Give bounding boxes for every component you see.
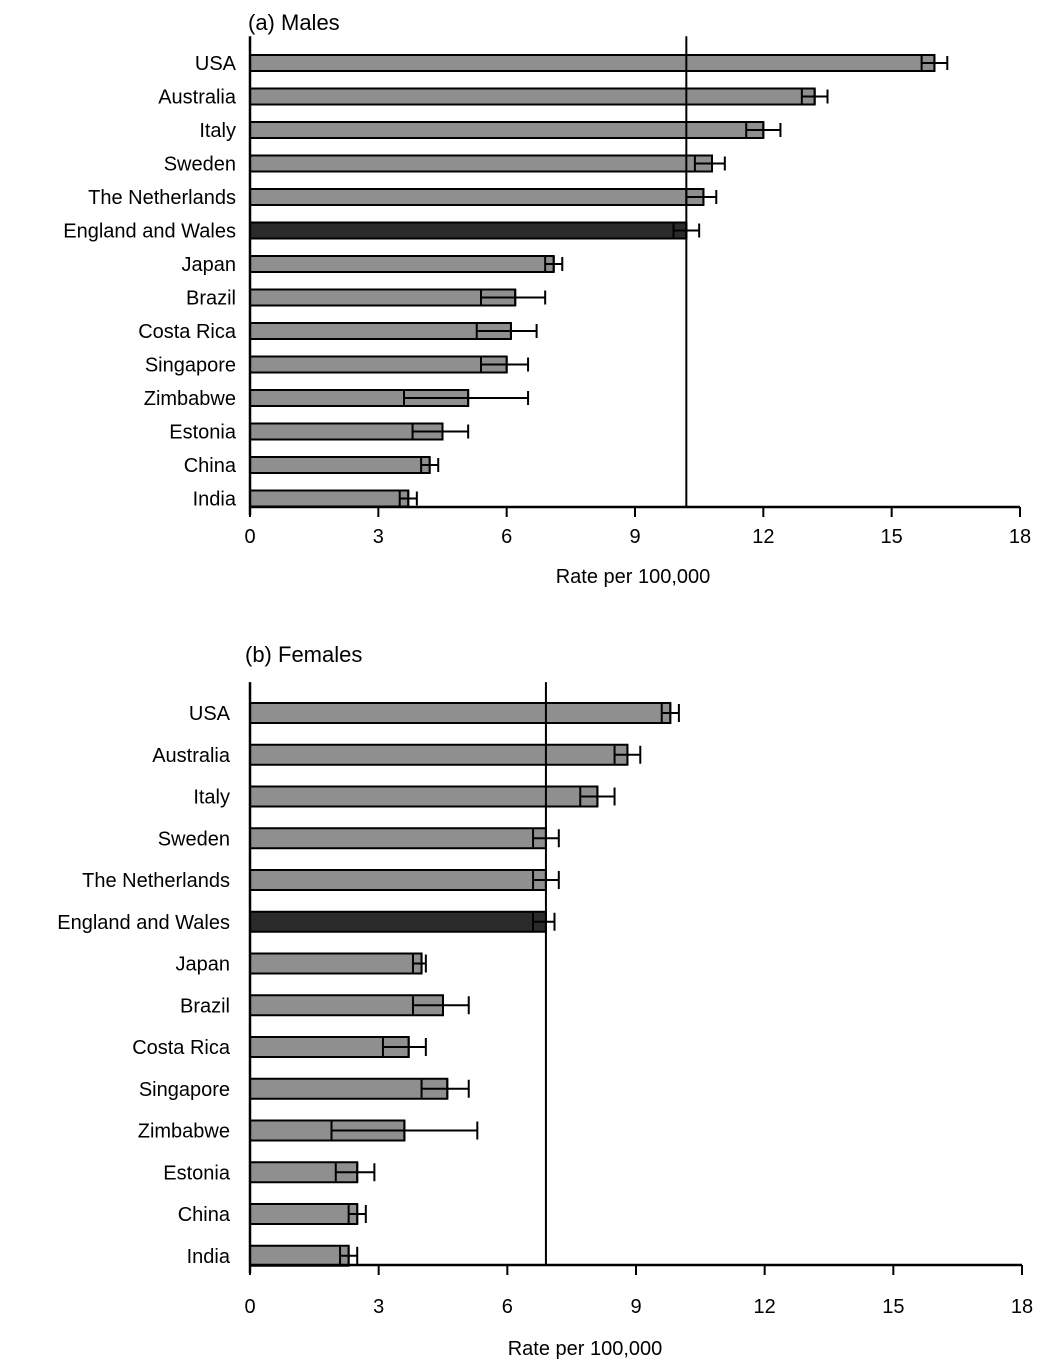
bar-england-and-wales — [249, 221, 688, 240]
bar-singapore — [249, 1077, 449, 1100]
category-label: Costa Rica — [138, 321, 237, 343]
category-label: Estonia — [169, 422, 237, 444]
x-tick-label: 15 — [881, 526, 903, 548]
bar-china — [249, 1203, 359, 1225]
error-bar — [420, 1078, 470, 1099]
x-tick-label: 9 — [630, 1296, 641, 1318]
error-bar — [480, 356, 530, 373]
bar-costa-rica — [249, 322, 512, 340]
x-tick-label: 18 — [1011, 1296, 1033, 1318]
error-bar — [330, 1120, 479, 1141]
error-bar — [381, 1037, 427, 1057]
error-bar — [480, 289, 547, 306]
error-bar — [800, 88, 829, 105]
category-label: England and Wales — [57, 912, 230, 934]
category-label: England and Wales — [63, 221, 236, 243]
x-tick-label: 18 — [1009, 526, 1031, 548]
error-bar — [475, 323, 538, 339]
category-label: Australia — [158, 87, 237, 109]
x-tick-label: 3 — [373, 526, 384, 548]
category-label: Estonia — [163, 1162, 231, 1184]
bar-japan — [249, 255, 555, 273]
category-label: India — [193, 489, 237, 511]
bar-sweden — [249, 154, 713, 173]
category-label: USA — [189, 703, 231, 725]
category-label: Zimbabwe — [144, 388, 236, 410]
bar-singapore — [249, 355, 508, 374]
category-label: Brazil — [186, 288, 236, 310]
bar-the-netherlands — [249, 869, 547, 891]
x-tick-label: 9 — [629, 526, 640, 548]
bar-australia — [249, 743, 629, 766]
error-bar — [579, 786, 616, 807]
x-tick-label: 15 — [882, 1296, 904, 1318]
bar-australia — [249, 87, 816, 106]
x-tick-label: 12 — [754, 1296, 776, 1318]
category-label: Japan — [182, 254, 237, 276]
category-label: Australia — [152, 745, 231, 767]
bar-japan — [249, 952, 423, 975]
category-label: Italy — [199, 120, 236, 142]
panel-males: (a) Males USA Australia Italy Sweden The Neth… — [63, 10, 1031, 588]
panel-title: (a) Males — [248, 10, 340, 35]
category-label: Singapore — [145, 355, 236, 377]
error-bar — [411, 995, 470, 1016]
error-bar — [403, 390, 530, 406]
x-axis-label: Rate per 100,000 — [556, 566, 711, 588]
panel-females: (b) Females USA Australia Italy Sweden The Ne… — [57, 642, 1033, 1360]
x-tick-label: 0 — [244, 1296, 255, 1318]
category-label: China — [178, 1204, 231, 1226]
bar-usa — [249, 702, 672, 724]
bar-england-and-wales — [249, 910, 547, 933]
category-label: The Netherlands — [88, 187, 236, 209]
x-tick-label: 12 — [752, 526, 774, 548]
category-label: Costa Rica — [132, 1037, 231, 1059]
error-bar — [398, 490, 418, 507]
x-axis-label: Rate per 100,000 — [508, 1338, 663, 1360]
error-bar — [347, 1204, 367, 1224]
category-label: India — [187, 1246, 231, 1268]
category-label: USA — [195, 53, 237, 75]
error-bar — [411, 423, 470, 440]
category-label: Brazil — [180, 995, 230, 1017]
bar-the-netherlands — [249, 188, 705, 206]
error-bar — [920, 55, 949, 71]
error-bar — [693, 155, 726, 172]
category-label: The Netherlands — [82, 870, 230, 892]
bar-sweden — [249, 827, 547, 850]
bar-usa — [249, 54, 936, 72]
error-bar — [339, 1245, 359, 1266]
category-label: Japan — [176, 954, 231, 976]
error-bar — [745, 122, 782, 138]
error-bar — [420, 457, 440, 473]
x-tick-label: 6 — [501, 526, 512, 548]
category-label: Sweden — [164, 154, 236, 176]
category-label: China — [184, 455, 237, 477]
category-label: Zimbabwe — [138, 1121, 230, 1143]
error-bar — [544, 256, 564, 272]
x-tick-label: 6 — [502, 1296, 513, 1318]
bar-india — [249, 489, 410, 508]
category-label: Sweden — [158, 828, 230, 850]
x-tick-label: 3 — [373, 1296, 384, 1318]
category-label: Singapore — [139, 1079, 230, 1101]
x-tick-label: 0 — [244, 526, 255, 548]
error-bar — [613, 744, 642, 765]
panel-title: (b) Females — [245, 642, 362, 667]
error-bar — [334, 1162, 376, 1183]
error-bar — [411, 953, 427, 974]
bar-brazil — [249, 288, 517, 307]
category-label: Italy — [193, 787, 230, 809]
error-bar — [660, 703, 680, 723]
bar-china — [249, 456, 431, 474]
bar-india — [249, 1244, 350, 1267]
